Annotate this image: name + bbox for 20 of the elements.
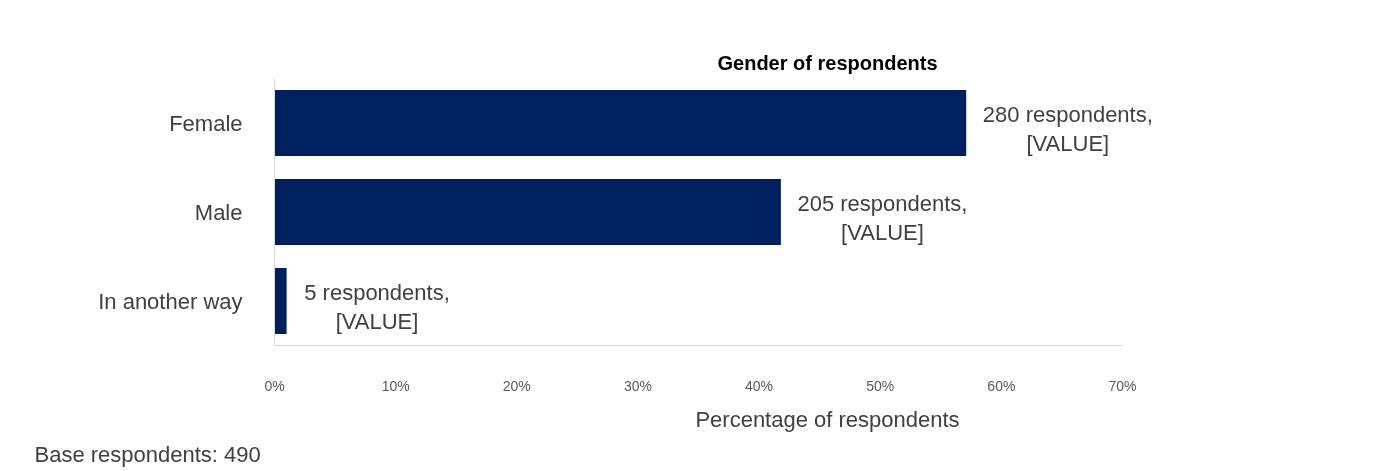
bar [274,268,287,334]
y-tick-label: Female [169,110,243,136]
y-tick-label: Male [194,199,243,225]
bar [274,179,781,245]
annotation: 5 respondents, [VALUE] [304,280,450,334]
x-tick-label: 60% [987,377,1016,394]
chart-title: Gender of respondents [717,51,938,74]
x-tick-label: 70% [1108,377,1137,394]
x-tick-label: 30% [623,377,652,394]
annotation: 205 respondents, [VALUE] [797,191,968,245]
x-tick-label: 40% [745,377,774,394]
x-tick-label: 20% [502,377,531,394]
x-axis-title: Percentage of respondents [695,406,960,432]
y-tick-label: In another way [98,288,243,314]
text: Base respondents: 490 [34,441,261,467]
bar [274,90,967,156]
x-tick-label: 10% [381,377,410,394]
annotation: 280 respondents, [VALUE] [982,102,1153,156]
x-tick-label: 0% [264,377,285,394]
x-tick-label: 50% [866,377,895,394]
